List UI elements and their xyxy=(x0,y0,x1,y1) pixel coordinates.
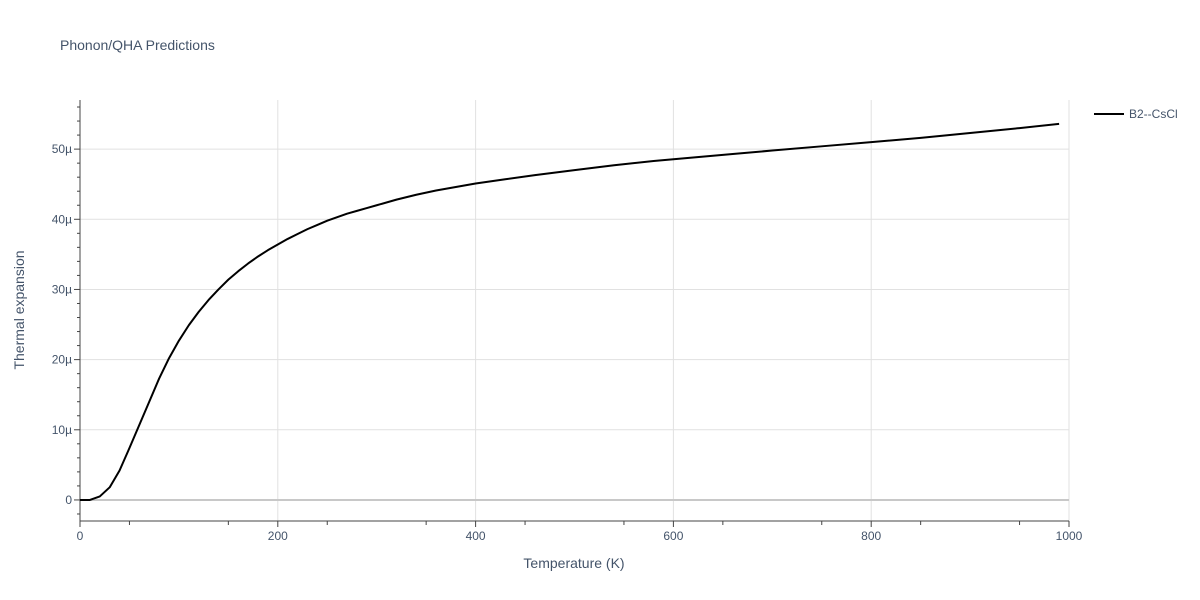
y-tick-label: 20µ xyxy=(52,353,72,367)
y-tick-label: 0 xyxy=(65,493,72,507)
axes xyxy=(79,100,1069,522)
x-axis-title: Temperature (K) xyxy=(523,555,624,571)
y-tick-label: 30µ xyxy=(52,282,72,296)
legend-label: B2--CsCl xyxy=(1129,107,1178,121)
gridlines xyxy=(80,100,1070,521)
y-tick-label: 40µ xyxy=(52,212,72,226)
x-tick-label: 200 xyxy=(268,529,288,543)
x-tick-label: 400 xyxy=(466,529,486,543)
x-tick-label: 800 xyxy=(861,529,881,543)
y-axis-ticks: 0 10µ 20µ 30µ 40µ 50µ xyxy=(52,106,80,515)
series-lines xyxy=(80,122,1060,501)
series-line-0 xyxy=(80,122,1060,501)
legend[interactable]: B2--CsCl xyxy=(1094,107,1178,121)
x-tick-label: 1000 xyxy=(1056,529,1083,543)
chart-title: Phonon/QHA Predictions xyxy=(60,37,215,53)
x-tick-label: 600 xyxy=(663,529,683,543)
y-axis-title: Thermal expansion xyxy=(11,250,27,369)
x-axis-ticks: 0 200 400 600 800 1000 xyxy=(77,521,1083,543)
y-tick-label: 10µ xyxy=(52,423,72,437)
x-tick-label: 0 xyxy=(77,529,84,543)
y-tick-label: 50µ xyxy=(52,142,72,156)
